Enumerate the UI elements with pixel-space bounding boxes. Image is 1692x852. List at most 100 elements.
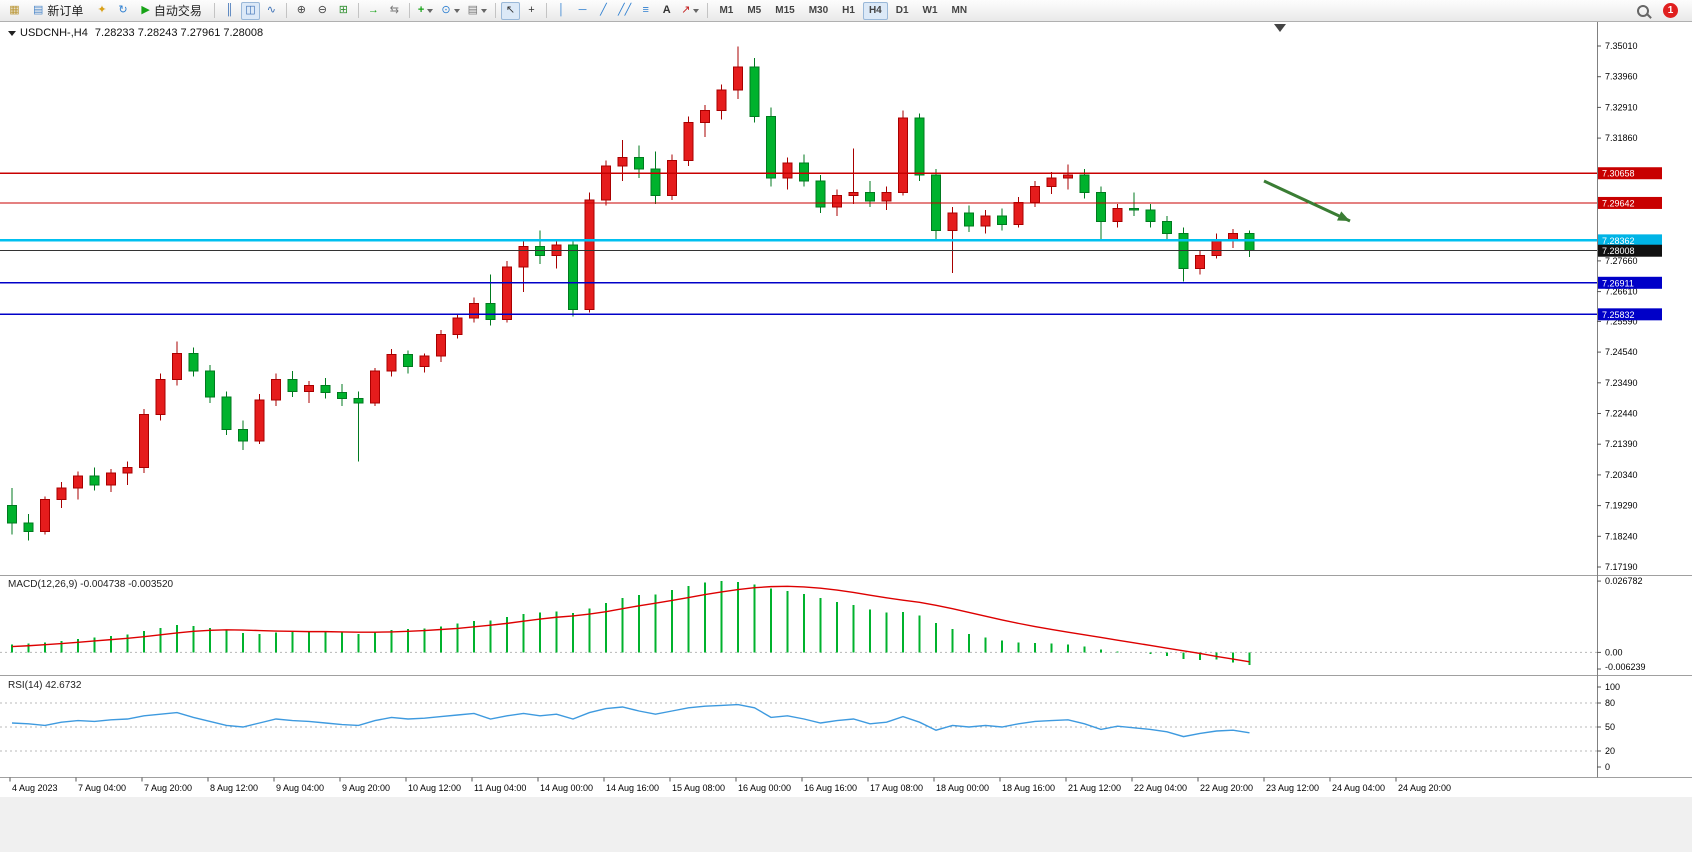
arrows-icon[interactable]: ↗ — [678, 2, 702, 20]
channel-icon[interactable]: ╱╱ — [615, 2, 634, 20]
svg-text:0.00: 0.00 — [1605, 647, 1623, 657]
svg-text:16 Aug 16:00: 16 Aug 16:00 — [804, 783, 857, 793]
svg-text:7.21390: 7.21390 — [1605, 439, 1638, 449]
search-icon — [1636, 4, 1649, 17]
crosshair-icon[interactable]: + — [522, 2, 541, 20]
timeframe-button-h4[interactable]: H4 — [862, 1, 888, 20]
panel-frames — [0, 22, 1692, 778]
horizontal-line-icon[interactable]: ─ — [573, 2, 592, 20]
cursor-icon[interactable]: ↖ — [500, 1, 520, 20]
new-order-button[interactable]: ▤ 新订单 — [26, 2, 90, 20]
svg-text:22 Aug 20:00: 22 Aug 20:00 — [1200, 783, 1253, 793]
zoom-in-icon: ⊕ — [296, 4, 307, 16]
search-icon[interactable] — [1633, 2, 1652, 20]
svg-text:22 Aug 04:00: 22 Aug 04:00 — [1134, 783, 1187, 793]
timeframe-button-m1[interactable]: M1 — [713, 2, 739, 20]
svg-text:7.24540: 7.24540 — [1605, 347, 1638, 357]
svg-text:18 Aug 16:00: 18 Aug 16:00 — [1002, 783, 1055, 793]
svg-text:20: 20 — [1605, 746, 1615, 756]
bar-chart-icon[interactable]: ║ — [220, 2, 239, 20]
tile-windows-icon[interactable]: ⊞ — [334, 2, 353, 20]
crosshair-icon: + — [528, 4, 535, 16]
horizontal-line-icon: ─ — [578, 4, 587, 16]
svg-text:7.32910: 7.32910 — [1605, 102, 1638, 112]
rsi-layer: 100 80 50 20 0 — [11, 682, 1620, 772]
bar-chart-icon: ║ — [225, 4, 234, 16]
new-chart-icon: ▦ — [9, 4, 20, 16]
text-icon: A — [662, 4, 671, 16]
toolbar-right: 1 — [1632, 2, 1688, 20]
svg-text:7.28362: 7.28362 — [1602, 236, 1635, 246]
svg-text:7.35010: 7.35010 — [1605, 41, 1638, 51]
svg-text:7.30658: 7.30658 — [1602, 169, 1635, 179]
rsi-label: RSI(14) 42.6732 — [8, 680, 81, 691]
timeframe-button-m5[interactable]: M5 — [741, 2, 767, 20]
macd-label: MACD(12,26,9) -0.004738 -0.003520 — [8, 579, 173, 590]
svg-text:7.29642: 7.29642 — [1602, 198, 1635, 208]
autotrading-button[interactable]: ▶ 自动交易 — [134, 2, 208, 20]
ohlc-values: 7.28233 7.28243 7.27961 7.28008 — [94, 27, 264, 39]
indicator-guides — [0, 651, 1597, 752]
zoom-out-icon[interactable]: ⊖ — [313, 2, 332, 20]
timeframe-button-w1[interactable]: W1 — [917, 2, 944, 20]
layouts-icon[interactable]: ✦ — [92, 2, 111, 20]
svg-text:24 Aug 04:00: 24 Aug 04:00 — [1332, 783, 1385, 793]
svg-text:7.25832: 7.25832 — [1602, 310, 1635, 320]
svg-text:15 Aug 08:00: 15 Aug 08:00 — [672, 783, 725, 793]
svg-text:9 Aug 04:00: 9 Aug 04:00 — [276, 783, 324, 793]
auto-scroll-icon: → — [367, 4, 379, 16]
toolbar-separator — [213, 3, 215, 18]
new-chart-icon[interactable]: ▦ — [5, 2, 24, 20]
fibonacci-icon[interactable]: ≡ — [636, 2, 655, 20]
svg-text:24 Aug 20:00: 24 Aug 20:00 — [1398, 783, 1451, 793]
zoom-in-icon[interactable]: ⊕ — [292, 2, 311, 20]
svg-text:7.31860: 7.31860 — [1605, 133, 1638, 143]
timeframe-bar: M1 M5 M15 M30 H1 H4 D1 W1 MN — [712, 1, 974, 20]
rsi-value: 42.6732 — [45, 680, 82, 691]
svg-text:21 Aug 12:00: 21 Aug 12:00 — [1068, 783, 1121, 793]
periods-icon: ⊙ — [441, 4, 451, 16]
svg-text:14 Aug 00:00: 14 Aug 00:00 — [540, 783, 593, 793]
chart-shift-marker-icon[interactable] — [1274, 24, 1286, 32]
vertical-line-icon: │ — [558, 4, 565, 16]
svg-text:7 Aug 20:00: 7 Aug 20:00 — [144, 783, 192, 793]
chart-shift-icon[interactable]: ⇆ — [385, 2, 404, 20]
svg-text:0.026782: 0.026782 — [1605, 576, 1643, 586]
trendline-icon[interactable]: ╱ — [594, 2, 613, 20]
svg-text:23 Aug 12:00: 23 Aug 12:00 — [1266, 783, 1319, 793]
one-click-trading-arrow-icon[interactable] — [8, 31, 16, 36]
refresh-icon[interactable]: ↻ — [113, 2, 132, 20]
fibonacci-icon: ≡ — [642, 4, 649, 16]
indicators-icon[interactable]: + — [415, 2, 436, 20]
auto-scroll-icon[interactable]: → — [364, 2, 383, 20]
timeframe-button-m30[interactable]: M30 — [803, 2, 834, 20]
candlestick-chart-icon: ◫ — [245, 4, 256, 16]
line-chart-icon[interactable]: ∿ — [262, 2, 281, 20]
text-icon[interactable]: A — [657, 2, 676, 20]
timeframe-button-m15[interactable]: M15 — [769, 2, 800, 20]
vertical-line-icon[interactable]: │ — [552, 2, 571, 20]
toolbar-separator — [494, 3, 496, 18]
svg-text:16 Aug 00:00: 16 Aug 00:00 — [738, 783, 791, 793]
new-order-icon: ▤ — [33, 4, 44, 16]
timeframe-button-h1[interactable]: H1 — [836, 2, 861, 20]
toolbar-separator — [707, 3, 709, 18]
arrow-annotation[interactable] — [1263, 179, 1352, 226]
svg-text:11 Aug 04:00: 11 Aug 04:00 — [474, 783, 526, 793]
toolbar-separator — [357, 3, 359, 18]
time-axis: 4 Aug 2023 7 Aug 04:00 7 Aug 20:00 8 Aug 12… — [9, 777, 1451, 793]
notifications-icon[interactable]: 1 — [1660, 2, 1681, 20]
macd-name: MACD(12,26,9) — [8, 579, 78, 590]
timeframe-button-d1[interactable]: D1 — [890, 2, 915, 20]
svg-text:80: 80 — [1605, 698, 1615, 708]
timeframe-button-mn[interactable]: MN — [946, 2, 974, 20]
price-lines-layer[interactable] — [0, 172, 1597, 316]
candlestick-chart-icon[interactable]: ◫ — [240, 1, 260, 20]
periods-icon[interactable]: ⊙ — [438, 2, 462, 20]
svg-text:7.26610: 7.26610 — [1605, 287, 1638, 297]
svg-text:8 Aug 12:00: 8 Aug 12:00 — [210, 783, 258, 793]
templates-icon[interactable]: ▤ — [465, 2, 490, 20]
